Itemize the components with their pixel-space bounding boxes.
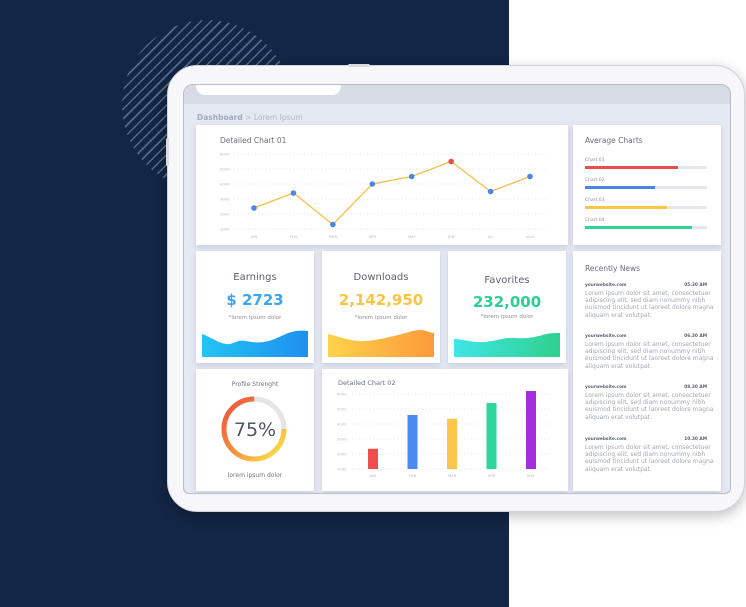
news-body: Lorem ipsum dolor sit amet, consectetuer… bbox=[585, 392, 714, 421]
svg-text:MAR: MAR bbox=[329, 234, 338, 239]
news-source-link[interactable]: yourwebsite.com bbox=[585, 385, 627, 390]
news-source-link[interactable]: yourwebsite.com bbox=[585, 437, 627, 442]
svg-text:3000: 3000 bbox=[220, 197, 230, 202]
svg-text:JUL: JUL bbox=[487, 234, 495, 239]
breadcrumb-separator: > bbox=[245, 113, 252, 122]
chart02-bar-chart: 1000 2000 3000 4000 5000 6000 JAN FEB MAR APR MAY bbox=[337, 391, 550, 478]
breadcrumb-current: Lorem Ipsum bbox=[253, 113, 303, 122]
chart02-card: Detailed Chart 02 1000 2000 3000 4000 5000 60… bbox=[322, 369, 568, 491]
svg-text:MAY: MAY bbox=[408, 234, 417, 239]
favorites-card: Favorites 232,000 *lorem ipsum dolor bbox=[448, 251, 566, 363]
news-body: Lorem ipsum dolor sit amet, consectetuer… bbox=[585, 341, 714, 370]
earnings-value: $ 2723 bbox=[226, 291, 284, 309]
average-chart-fill bbox=[585, 226, 693, 229]
svg-text:JAN: JAN bbox=[369, 473, 377, 478]
tablet-side-button bbox=[166, 138, 169, 166]
profile-note: lorem ipsum dolor bbox=[227, 472, 283, 479]
news-time: 05.30 AM bbox=[684, 283, 707, 288]
profile-value: 75% bbox=[233, 419, 277, 441]
svg-text:FEB: FEB bbox=[409, 473, 417, 478]
svg-text:2000: 2000 bbox=[337, 452, 347, 457]
average-chart-fill bbox=[585, 166, 678, 169]
average-chart-label: Chart 02 bbox=[585, 178, 605, 183]
average-chart-track bbox=[585, 166, 707, 169]
svg-text:FEB: FEB bbox=[290, 234, 298, 239]
news-source-link[interactable]: yourwebsite.com bbox=[585, 334, 627, 339]
tablet-top-button bbox=[348, 64, 370, 67]
average-chart-label: Chart 01 bbox=[585, 158, 605, 163]
svg-text:JUN: JUN bbox=[447, 234, 455, 239]
downloads-note: *lorem ipsum dolor bbox=[354, 315, 408, 321]
svg-text:5000: 5000 bbox=[220, 167, 230, 172]
svg-text:4000: 4000 bbox=[220, 182, 230, 187]
svg-text:MAR: MAR bbox=[448, 473, 457, 478]
profile-donut-chart bbox=[221, 396, 287, 462]
favorites-label: Favorites bbox=[484, 275, 530, 286]
chart01-card: Detailed Chart 01 1000 2000 3000 4000 5000 60… bbox=[196, 125, 568, 245]
news-title: Recently News bbox=[585, 264, 641, 273]
downloads-value: 2,142,950 bbox=[338, 291, 424, 309]
breadcrumb-root[interactable]: Dashboard bbox=[197, 113, 243, 122]
downloads-label: Downloads bbox=[353, 272, 409, 283]
breadcrumb: Dashboard > Lorem Ipsum bbox=[197, 113, 303, 122]
svg-text:AUG: AUG bbox=[526, 234, 534, 239]
tablet-frame: Dashboard > Lorem Ipsum Detailed Chart 0… bbox=[166, 64, 745, 512]
svg-text:6000: 6000 bbox=[337, 392, 347, 397]
average-chart-label: Chart 04 bbox=[585, 218, 605, 223]
profile-title: Profile Strenght bbox=[231, 381, 279, 388]
average-chart-fill bbox=[585, 186, 655, 189]
earnings-note: *lorem ipsum dolor bbox=[228, 315, 282, 321]
news-time: 06.30 AM bbox=[684, 334, 707, 339]
svg-text:1000: 1000 bbox=[337, 467, 347, 472]
news-time: 08.30 AM bbox=[684, 385, 707, 390]
svg-text:APR: APR bbox=[488, 473, 496, 478]
search-bar[interactable] bbox=[196, 85, 341, 95]
news-body: Lorem ipsum dolor sit amet, consectetuer… bbox=[585, 290, 714, 319]
svg-text:5000: 5000 bbox=[337, 407, 347, 412]
earnings-label: Earnings bbox=[233, 272, 277, 283]
average-charts-card: Average Charts Chart 01 Chart 02 Chart 0… bbox=[573, 125, 721, 245]
average-chart-label: Chart 03 bbox=[585, 198, 605, 203]
profile-strength-card: Profile Strenght 75% lorem ipsum dolor bbox=[196, 369, 314, 491]
dashboard-screen: Dashboard > Lorem Ipsum Detailed Chart 0… bbox=[183, 84, 731, 494]
news-source-link[interactable]: yourwebsite.com bbox=[585, 283, 627, 288]
favorites-value: 232,000 bbox=[472, 293, 542, 311]
downloads-card: Downloads 2,142,950 *lorem ipsum dolor bbox=[322, 251, 440, 363]
favorites-area-sparkline bbox=[454, 333, 560, 357]
average-chart-fill bbox=[585, 206, 667, 209]
average-chart-track bbox=[585, 226, 707, 229]
top-bar bbox=[184, 85, 730, 104]
chart01-line-chart: 1000 2000 3000 4000 5000 6000 JAN FEB MAR APR MAY… bbox=[220, 152, 548, 239]
svg-text:JAN: JAN bbox=[250, 234, 258, 239]
svg-text:1000: 1000 bbox=[220, 227, 230, 232]
downloads-area-sparkline bbox=[328, 329, 434, 357]
earnings-card: Earnings $ 2723 *lorem ipsum dolor bbox=[196, 251, 314, 363]
svg-text:6000: 6000 bbox=[220, 152, 230, 157]
svg-text:2000: 2000 bbox=[220, 212, 230, 217]
svg-text:4000: 4000 bbox=[337, 422, 347, 427]
chart01-title: Detailed Chart 01 bbox=[220, 136, 287, 145]
chart02-title: Detailed Chart 02 bbox=[338, 379, 396, 387]
svg-text:3000: 3000 bbox=[337, 437, 347, 442]
news-time: 10.30 AM bbox=[684, 437, 707, 442]
svg-text:MAY: MAY bbox=[527, 473, 536, 478]
average-chart-track bbox=[585, 206, 707, 209]
average-charts-title: Average Charts bbox=[585, 136, 643, 145]
earnings-area-sparkline bbox=[202, 330, 308, 357]
news-card: Recently News yourwebsite.com 05.30 AM L… bbox=[573, 251, 721, 491]
news-body: Lorem ipsum dolor sit amet, consectetuer… bbox=[585, 444, 714, 473]
favorites-note: *lorem ipsum dolor bbox=[480, 314, 534, 320]
average-chart-track bbox=[585, 186, 707, 189]
svg-text:APR: APR bbox=[369, 234, 377, 239]
